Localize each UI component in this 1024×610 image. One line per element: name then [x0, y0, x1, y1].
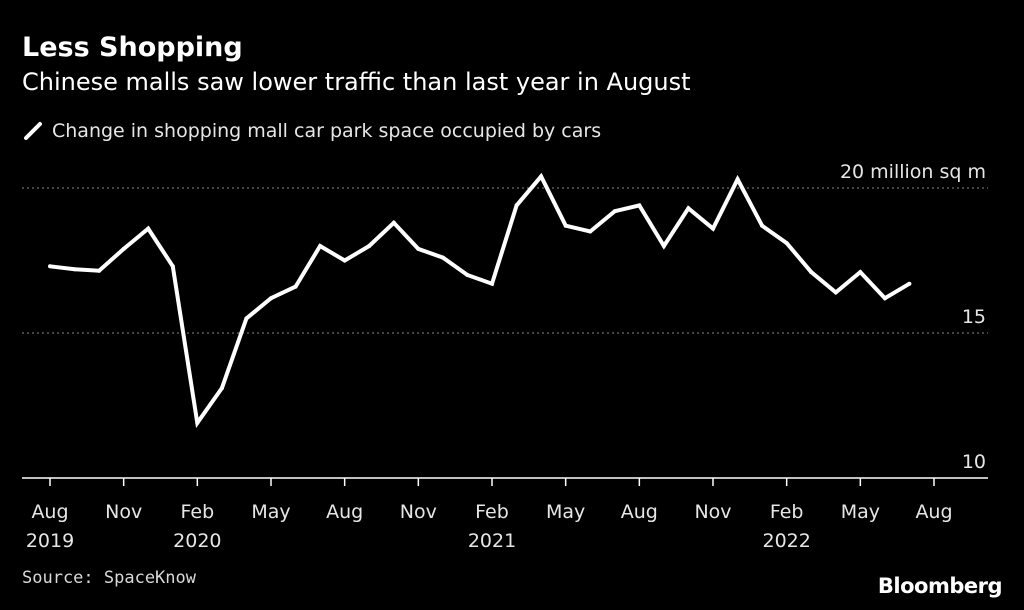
data-point-2020-09 — [367, 244, 372, 248]
x-tick-year-label: 2021 — [468, 530, 516, 552]
data-point-2020-01 — [170, 264, 175, 269]
data-point-2022-01 — [760, 223, 765, 228]
data-point-2020-03 — [219, 386, 224, 391]
x-tick-label: Nov — [400, 501, 437, 523]
data-point-2022-03 — [809, 270, 814, 275]
data-point-2020-04 — [244, 316, 249, 321]
data-point-2021-12 — [735, 177, 740, 182]
data-point-2021-06 — [588, 229, 593, 234]
chart-subtitle: Chinese malls saw lower traffic than las… — [22, 68, 691, 96]
data-point-2019-11 — [121, 246, 126, 251]
legend-label: Change in shopping mall car park space o… — [52, 120, 602, 142]
x-tick-label: May — [251, 501, 290, 523]
data-point-2020-07 — [318, 244, 323, 248]
data-point-2020-12 — [440, 255, 445, 260]
data-point-2020-10 — [391, 220, 396, 225]
data-point-2021-02 — [490, 281, 494, 286]
x-tick-label: Feb — [770, 501, 804, 523]
data-point-2019-08 — [48, 264, 52, 269]
data-point-2019-12 — [146, 226, 151, 231]
x-tick-label: May — [546, 501, 585, 523]
data-point-2019-09 — [72, 267, 77, 272]
data-point-2020-05 — [269, 296, 273, 301]
data-point-2021-04 — [539, 174, 544, 179]
data-point-2021-01 — [465, 273, 470, 277]
data-point-2021-11 — [711, 226, 715, 231]
data-point-2020-06 — [293, 284, 298, 289]
data-point-2022-04 — [833, 290, 838, 295]
data-point-2021-03 — [514, 203, 519, 208]
data-point-2019-10 — [97, 268, 102, 273]
data-point-2020-11 — [416, 246, 421, 251]
x-tick-label: Aug — [621, 501, 658, 523]
x-axis-ticks: Aug 2019 Nov Feb 2020 May Aug Nov Feb 2021 May Aug N… — [26, 478, 953, 552]
y-tick-label-10: 10 — [962, 451, 986, 473]
source-note: Source: SpaceKnow — [22, 568, 196, 588]
data-point-2021-09 — [661, 244, 666, 248]
x-tick-year-label: 2020 — [173, 530, 221, 552]
series-line-car-park-space — [49, 172, 911, 429]
data-point-2020-02 — [195, 420, 200, 425]
data-point-2022-07 — [907, 281, 912, 286]
x-tick-label: Aug — [31, 501, 68, 523]
x-tick-year-label: 2022 — [762, 530, 810, 552]
data-point-2021-08 — [637, 203, 642, 208]
data-point-2022-05 — [858, 270, 863, 275]
x-tick-label: Feb — [475, 501, 509, 523]
x-tick-label: Feb — [181, 501, 215, 523]
x-tick-label: Aug — [326, 501, 363, 523]
data-point-2020-08 — [342, 258, 347, 263]
legend: Change in shopping mall car park space o… — [22, 120, 601, 142]
legend-line-icon — [24, 122, 42, 140]
y-tick-label-20: 20 million sq m — [840, 161, 986, 183]
data-point-2022-06 — [882, 296, 887, 301]
y-tick-label-15: 15 — [962, 306, 986, 328]
gridlines: 20 million sq m 15 10 — [22, 161, 988, 473]
x-tick-label: Nov — [694, 501, 731, 523]
x-tick-label: May — [841, 501, 880, 523]
data-point-2021-05 — [563, 223, 568, 228]
data-point-2022-02 — [784, 241, 789, 246]
bloomberg-logo: Bloomberg — [877, 574, 1003, 598]
series — [48, 172, 912, 429]
data-point-2021-07 — [612, 209, 617, 214]
x-tick-year-label: 2019 — [26, 530, 74, 552]
chart-title: Less Shopping — [22, 32, 243, 63]
x-tick-label: Nov — [105, 501, 142, 523]
x-tick-label: Aug — [915, 501, 952, 523]
data-point-2021-10 — [686, 206, 691, 211]
